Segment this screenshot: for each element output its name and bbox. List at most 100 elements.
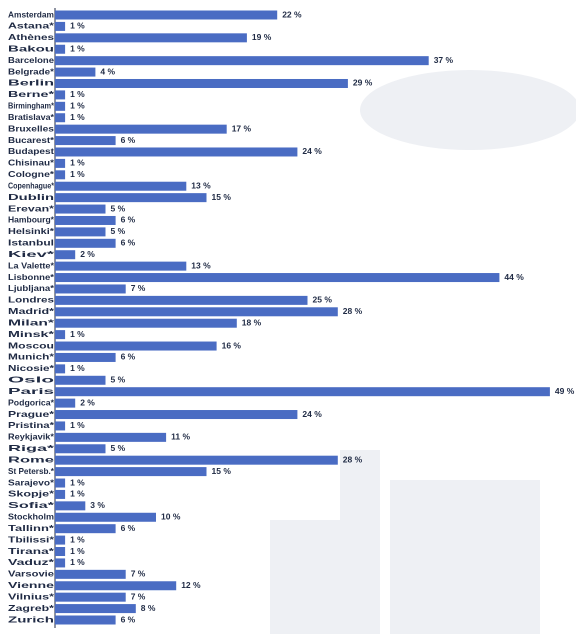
category-label: Bratislava* <box>8 112 55 122</box>
category-label: Skopje* <box>8 489 55 499</box>
category-label: Hambourg* <box>8 215 55 225</box>
category-label: Moscou <box>8 340 54 350</box>
category-label: Barcelone <box>8 55 54 65</box>
value-label: 22 % <box>282 9 302 19</box>
category-label: Berne* <box>8 89 55 99</box>
bar <box>55 181 187 191</box>
bar <box>55 21 66 31</box>
category-label: Vaduz* <box>8 557 55 567</box>
value-label: 7 % <box>131 591 146 601</box>
category-label: Dublin <box>8 192 54 202</box>
bar <box>55 489 66 499</box>
category-label: Tirana* <box>8 546 55 556</box>
bar <box>55 592 126 602</box>
bar <box>55 33 247 43</box>
bar <box>55 10 278 20</box>
value-label: 25 % <box>313 295 333 305</box>
category-label: Bucarest* <box>8 135 55 145</box>
category-label: Zurich <box>8 614 54 624</box>
value-label: 37 % <box>434 55 454 65</box>
value-label: 1 % <box>70 420 85 430</box>
value-label: 12 % <box>181 580 201 590</box>
bar <box>55 147 298 157</box>
value-label: 15 % <box>212 466 232 476</box>
value-label: 7 % <box>131 569 146 579</box>
value-label: 2 % <box>80 397 95 407</box>
bar <box>55 67 96 77</box>
value-label: 7 % <box>131 283 146 293</box>
value-label: 44 % <box>504 272 524 282</box>
category-label: Vilnius* <box>8 591 55 601</box>
category-label: Tallinn* <box>8 523 55 533</box>
category-label: Pristina* <box>8 420 55 430</box>
category-label: Berlin <box>8 78 54 88</box>
category-label: St Petersb.* <box>8 466 55 476</box>
category-label: Londres <box>8 295 54 305</box>
category-label: Ljubljana* <box>8 283 55 293</box>
bar <box>55 284 126 294</box>
category-label: Nicosie* <box>8 363 55 373</box>
category-label: Munich* <box>8 352 55 362</box>
value-label: 28 % <box>343 306 363 316</box>
category-label: Helsinki* <box>8 226 55 236</box>
bar <box>55 558 66 568</box>
value-label: 1 % <box>70 158 85 168</box>
bar <box>55 398 76 408</box>
category-label: Paris <box>8 386 55 396</box>
category-label: Chisinau* <box>8 158 55 168</box>
bar <box>55 90 66 100</box>
category-label: Lisbonne* <box>8 272 55 282</box>
value-label: 29 % <box>353 78 373 88</box>
bar <box>55 478 66 488</box>
bar <box>55 535 66 545</box>
value-label: 11 % <box>171 432 190 442</box>
value-label: 8 % <box>141 603 156 613</box>
bar <box>55 387 550 397</box>
category-label: Prague* <box>8 409 55 419</box>
bar <box>55 444 106 454</box>
value-label: 17 % <box>232 123 252 133</box>
bar <box>55 330 66 340</box>
category-label: Vienne <box>8 580 54 590</box>
category-label: Istanbul <box>8 238 54 248</box>
bar <box>55 432 167 442</box>
bar <box>55 238 116 248</box>
bar <box>55 615 116 625</box>
value-label: 24 % <box>302 146 322 156</box>
category-label: Bruxelles <box>8 123 54 133</box>
bar <box>55 193 207 203</box>
category-label: Reykjavik* <box>8 432 55 442</box>
category-label: Rome <box>8 454 55 464</box>
bar <box>55 318 237 328</box>
bar <box>55 307 338 317</box>
value-label: 1 % <box>70 557 85 567</box>
value-label: 16 % <box>222 340 242 350</box>
bar <box>55 56 429 66</box>
value-label: 1 % <box>70 546 85 556</box>
bar <box>55 158 66 168</box>
category-label: Kiev* <box>8 249 55 259</box>
value-label: 1 % <box>70 477 85 487</box>
category-label: Sarajevo* <box>8 477 55 487</box>
value-label: 49 % <box>555 386 575 396</box>
bar <box>55 113 66 123</box>
bar <box>55 364 66 374</box>
value-label: 6 % <box>121 238 136 248</box>
bar <box>55 215 116 225</box>
background-illustration <box>270 70 576 634</box>
bar <box>55 410 298 420</box>
bar <box>55 352 116 362</box>
category-label: Astana* <box>8 21 55 31</box>
category-label: Erevan* <box>8 203 55 213</box>
bar <box>55 101 66 111</box>
category-label: Minsk* <box>8 329 55 339</box>
value-label: 4 % <box>100 66 115 76</box>
value-label: 1 % <box>70 489 85 499</box>
bar <box>55 227 106 237</box>
category-label: Madrid* <box>8 306 55 316</box>
value-label: 1 % <box>70 169 85 179</box>
value-label: 1 % <box>70 89 85 99</box>
category-label: Stockholm <box>8 512 54 522</box>
category-label: Podgorica* <box>8 397 55 407</box>
